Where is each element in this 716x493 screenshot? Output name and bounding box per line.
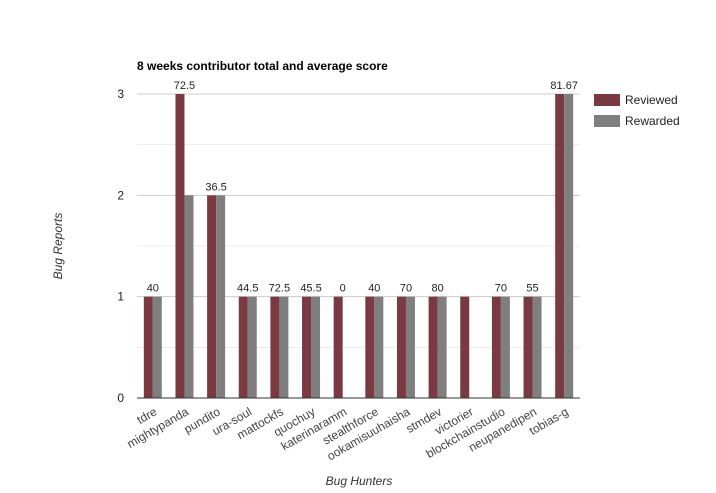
y-axis-title: Bug Reports [51, 213, 65, 280]
legend: Reviewed Rewarded [594, 93, 680, 128]
y-tick-label: 3 [117, 87, 124, 101]
legend-swatch-reviewed [594, 94, 620, 106]
data-label: 40 [147, 283, 159, 295]
bar-reviewed [207, 195, 217, 398]
bar-reviewed [333, 296, 343, 398]
bar-reviewed [396, 296, 406, 398]
bar-rewarded [500, 296, 510, 398]
bars [143, 94, 574, 398]
bar-rewarded [564, 94, 574, 398]
y-axis-ticks: 0 1 2 3 [117, 87, 124, 405]
data-label: 0 [340, 283, 346, 295]
bar-rewarded [405, 296, 415, 398]
legend-label-reviewed: Reviewed [625, 93, 678, 107]
data-label: 70 [400, 283, 412, 295]
data-labels: 40 72.5 36.5 44.5 72.5 45.5 0 40 70 80 70 55 81.67 [147, 80, 578, 295]
bar-rewarded [152, 296, 162, 398]
data-label: 72.5 [174, 80, 195, 92]
y-tick-label: 2 [117, 188, 124, 202]
bar-rewarded [184, 195, 194, 398]
data-label: 70 [495, 283, 507, 295]
bar-reviewed [460, 296, 470, 398]
data-label: 44.5 [237, 283, 258, 295]
chart-title: 8 weeks contributor total and average sc… [137, 59, 388, 73]
bar-rewarded [437, 296, 447, 398]
bar-reviewed [365, 296, 375, 398]
data-label: 45.5 [300, 283, 321, 295]
bar-rewarded [374, 296, 384, 398]
bar-reviewed [302, 296, 312, 398]
data-label: 40 [368, 283, 380, 295]
bar-rewarded [532, 296, 542, 398]
data-label: 55 [526, 283, 538, 295]
bar-reviewed [491, 296, 501, 398]
bar-reviewed [555, 94, 565, 398]
bar-reviewed [428, 296, 438, 398]
bar-reviewed [270, 296, 280, 398]
bar-rewarded [216, 195, 226, 398]
bar-reviewed [523, 296, 533, 398]
data-label: 36.5 [205, 181, 226, 193]
bar-rewarded [279, 296, 289, 398]
legend-swatch-rewarded [594, 115, 620, 127]
y-tick-label: 0 [117, 391, 124, 405]
legend-label-rewarded: Rewarded [625, 114, 680, 128]
data-label: 72.5 [269, 283, 290, 295]
bar-reviewed [143, 296, 153, 398]
data-label: 80 [431, 283, 443, 295]
x-axis-title: Bug Hunters [326, 474, 393, 488]
bar-rewarded [311, 296, 321, 398]
bar-reviewed [175, 94, 185, 398]
bar-rewarded [247, 296, 257, 398]
bar-reviewed [238, 296, 248, 398]
data-label: 81.67 [550, 80, 578, 92]
y-tick-label: 1 [117, 290, 124, 304]
